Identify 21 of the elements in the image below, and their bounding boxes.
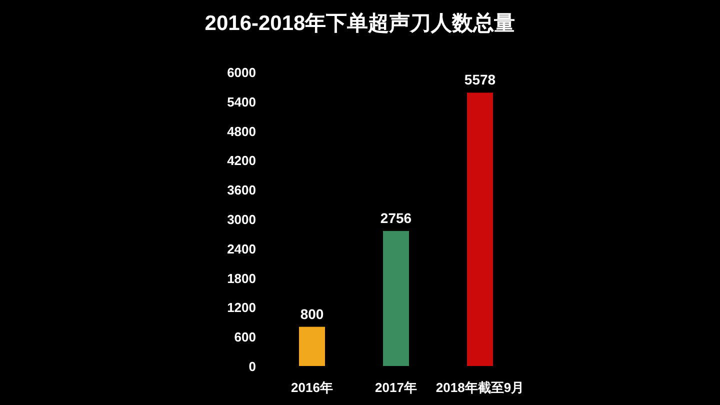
y-tick-label: 0 [248,359,256,374]
y-tick-label: 2400 [227,241,256,256]
y-tick-label: 4200 [227,153,256,168]
y-tick-label: 3600 [227,182,256,198]
x-tick-label: 2016年 [291,380,333,395]
y-tick-label: 1800 [227,270,256,286]
data-label: 5578 [464,72,496,88]
chart-title: 2016-2018年下单超声刀人数总量 [204,12,516,35]
y-tick-label: 6000 [227,65,256,80]
x-tick-label: 2017年 [375,380,417,395]
y-tick-label: 4800 [227,124,256,139]
y-tick-label: 3000 [227,212,256,227]
data-label: 2756 [380,210,412,226]
y-tick-label: 1200 [227,300,256,316]
bar [299,326,325,366]
y-tick-label: 5400 [227,94,256,110]
y-tick-label: 600 [234,330,256,345]
bar [383,230,409,366]
bar [467,92,493,366]
x-tick-label: 2018年截至9月 [436,380,524,395]
data-label: 800 [300,306,324,322]
